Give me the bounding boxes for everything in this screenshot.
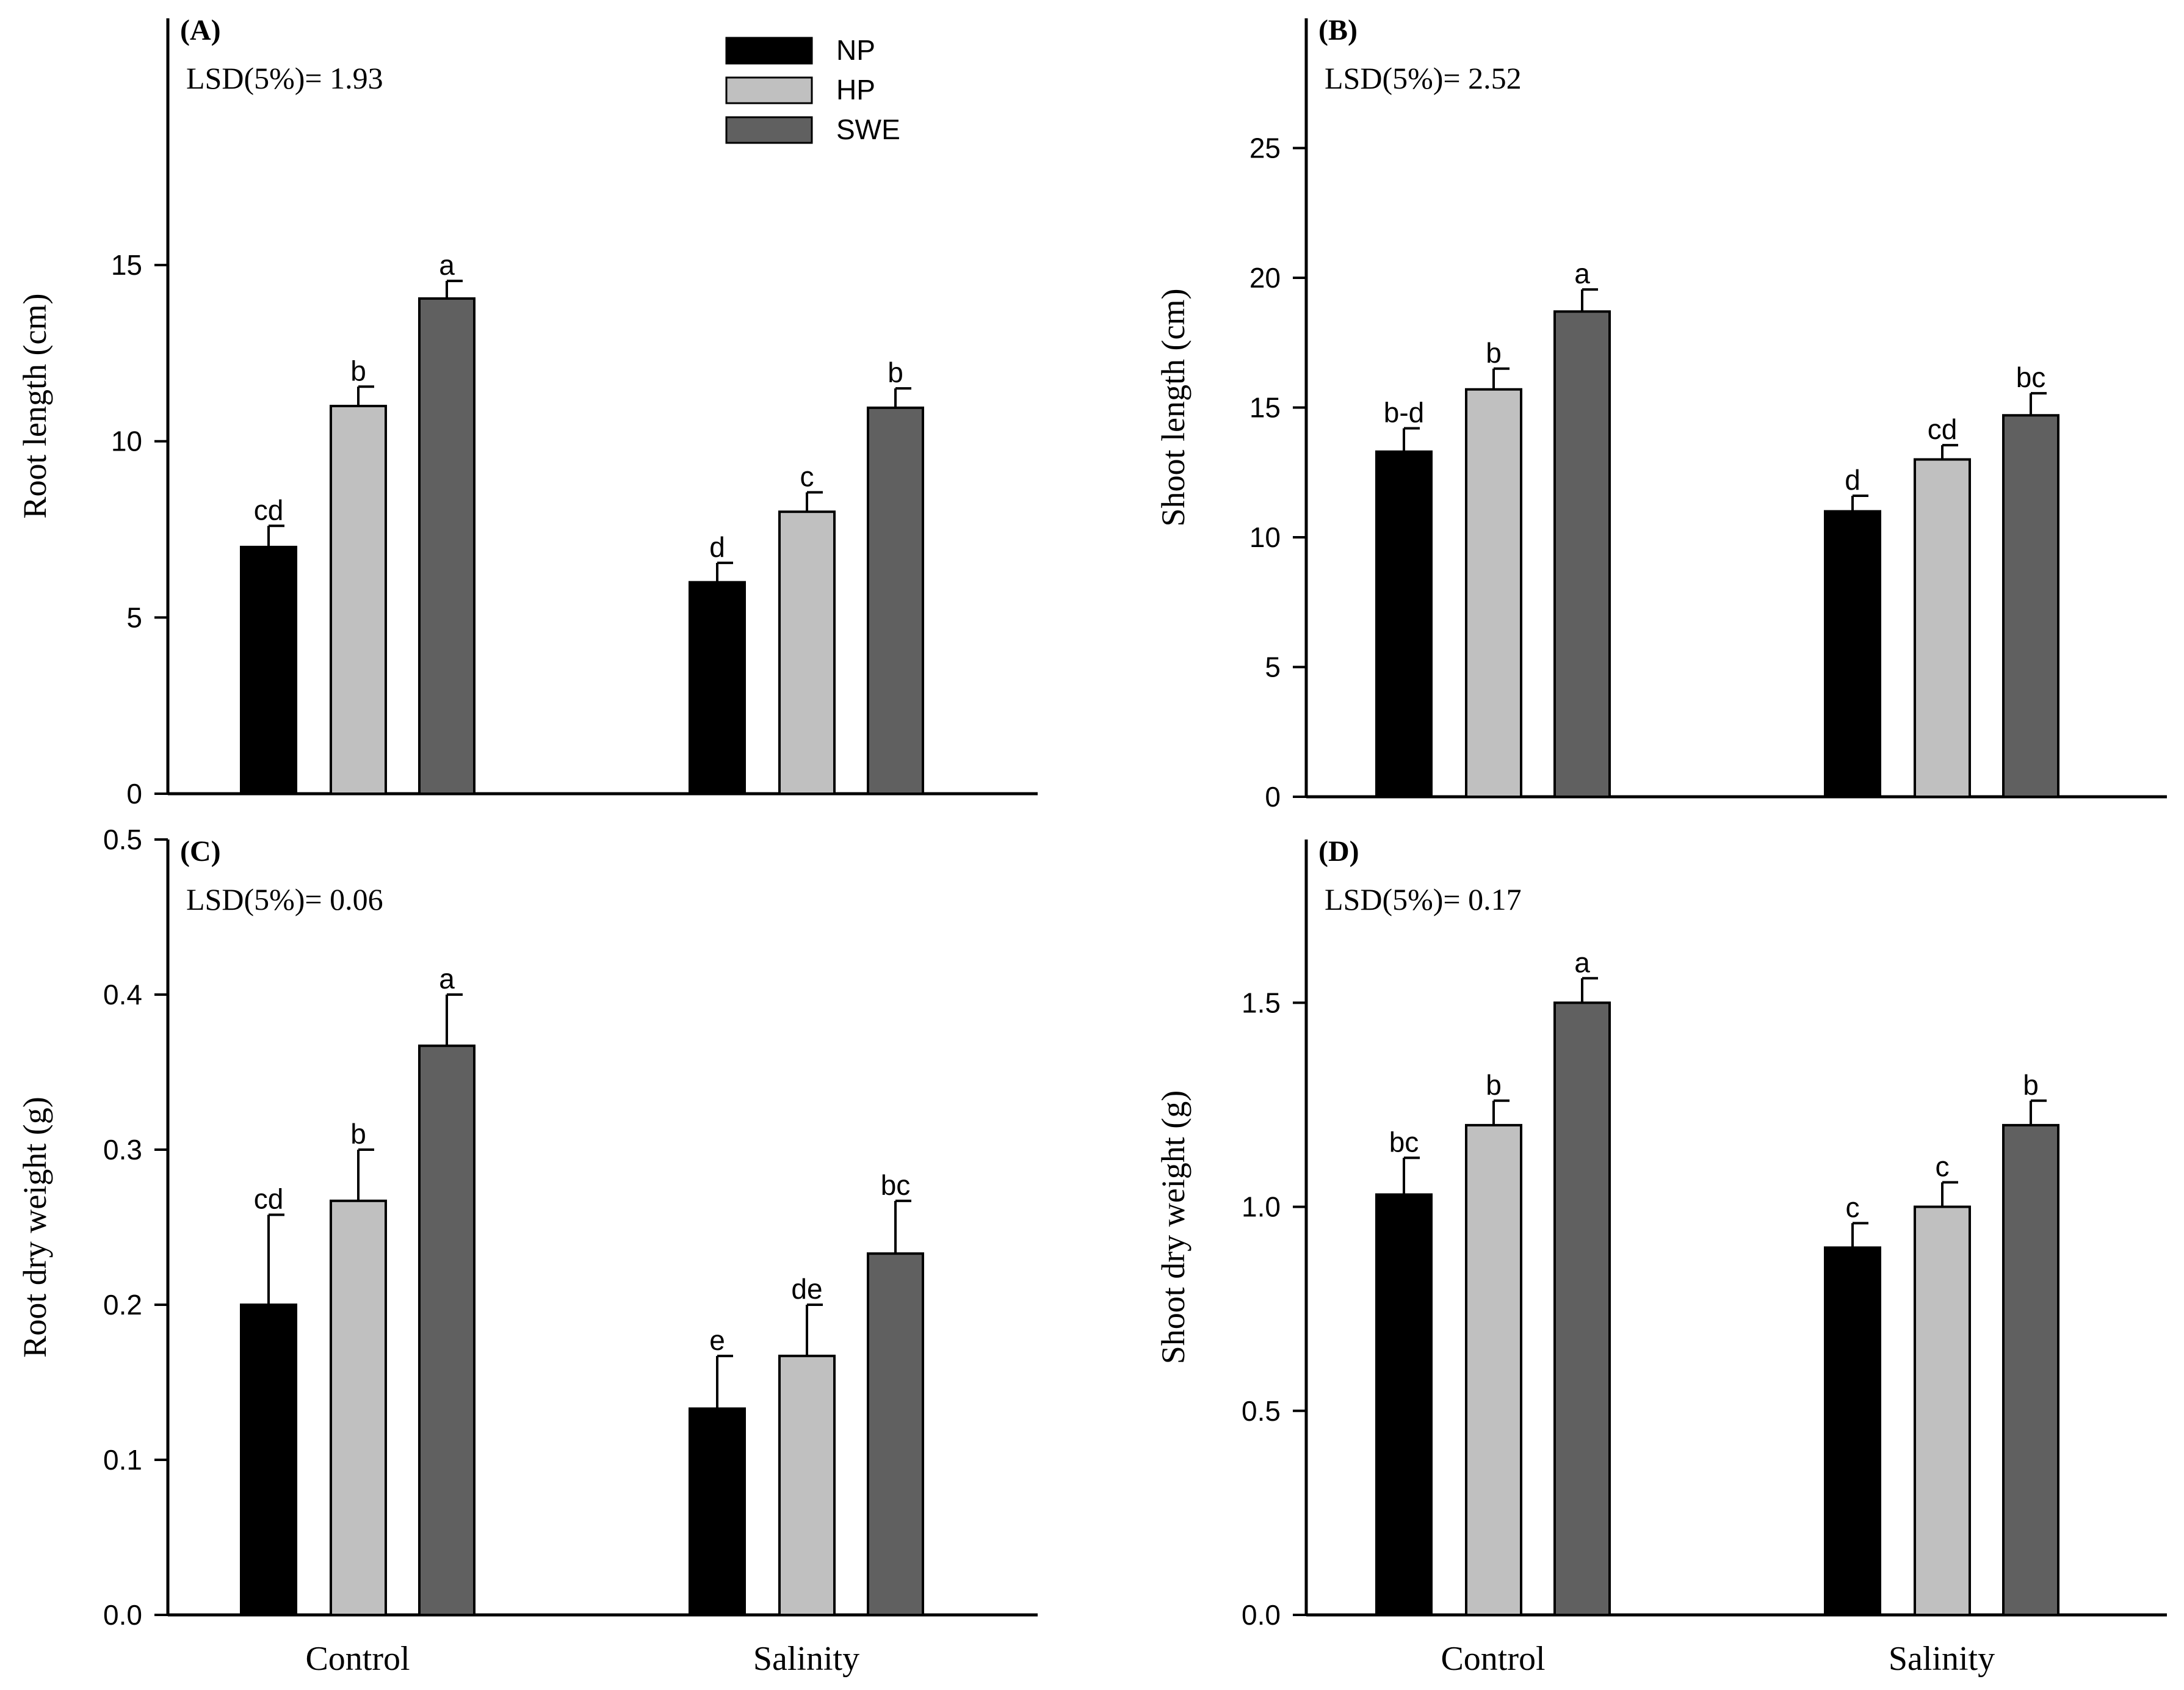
category-label-control: Control [305, 1640, 410, 1678]
category-label-salinity: Salinity [753, 1640, 859, 1678]
bar-np-salinity [689, 581, 746, 795]
legend-swatch-np [725, 37, 813, 65]
chart-panel-c: 0.0 0.1 0.2 0.3 0.4 0.5 Root dry weight (g) (C)… [16, 824, 1038, 1678]
significance-letter: b [888, 357, 903, 388]
legend-label-swe: SWE [836, 114, 900, 145]
y-tick-label: 5 [126, 601, 142, 633]
y-tick-label: 1.0 [1242, 1191, 1281, 1223]
chart-panel-d: 0.0 0.5 1.0 1.5 Shoot dry weight (g) (D) LSD(5… [1155, 835, 2167, 1678]
significance-letter: bc [881, 1169, 911, 1201]
y-tick-label: 15 [1249, 392, 1281, 424]
bar-swe-salinity [2002, 414, 2059, 798]
panel-label: (D) [1318, 835, 1359, 868]
significance-letter: cd [1928, 413, 1958, 445]
y-tick-label: 10 [1249, 521, 1281, 553]
significance-letter: b-d [1384, 397, 1424, 429]
y-tick-label: 0.3 [103, 1134, 142, 1166]
y-axis-title: Root length (cm) [16, 294, 53, 519]
panel-label: (C) [180, 835, 221, 868]
y-tick-label: 0.5 [103, 824, 142, 855]
bar-swe-control [1553, 310, 1611, 798]
y-tick-label: 25 [1249, 132, 1281, 164]
bar-np-control [240, 1304, 297, 1616]
significance-letter: bc [2016, 361, 2046, 393]
bar-hp-salinity [778, 1354, 836, 1617]
y-tick-label: 0.4 [103, 979, 142, 1010]
bar-np-control [240, 545, 297, 796]
bar-hp-salinity [778, 510, 836, 795]
bar-np-control [1375, 450, 1433, 798]
legend-label-hp: HP [836, 74, 875, 106]
y-axis-title: Shoot dry weight (g) [1155, 1090, 1191, 1364]
y-axis-title: Shoot length (cm) [1155, 289, 1191, 527]
lsd-label: LSD(5%)= 0.06 [186, 882, 383, 916]
y-tick-label: 0.2 [103, 1289, 142, 1321]
bar-np-salinity [689, 1407, 746, 1616]
y-tick-label: 10 [111, 426, 142, 457]
legend-swatch-swe [725, 116, 813, 144]
bar-hp-control [1465, 1123, 1522, 1617]
significance-letter: b [350, 355, 366, 386]
significance-letter: a [439, 963, 455, 995]
significance-letter: d [1845, 464, 1860, 496]
significance-letter: a [1574, 946, 1590, 978]
y-tick-label: 0.5 [1242, 1395, 1281, 1427]
significance-letter: cd [254, 494, 284, 526]
y-axis-title: Root dry weight (g) [16, 1097, 53, 1357]
y-tick-label: 15 [111, 249, 142, 281]
y-tick-label: 20 [1249, 262, 1281, 294]
bar-hp-control [330, 1199, 387, 1616]
significance-letter: cd [254, 1183, 284, 1215]
bar-hp-control [1465, 388, 1522, 798]
y-tick-label: 1.5 [1242, 987, 1281, 1018]
bar-hp-salinity [1914, 1205, 1971, 1617]
panel-label: (B) [1318, 14, 1358, 46]
significance-letter: a [439, 249, 455, 281]
significance-letter: c [800, 460, 814, 492]
bar-hp-salinity [1914, 458, 1971, 798]
significance-letter: de [791, 1273, 822, 1305]
y-tick-label: 5 [1265, 651, 1281, 683]
legend-label-np: NP [836, 34, 875, 66]
significance-letter: a [1574, 258, 1590, 289]
y-tick-label: 0.1 [103, 1444, 142, 1476]
significance-letter: b [1486, 337, 1502, 369]
bar-np-salinity [1824, 510, 1881, 798]
bar-swe-salinity [2002, 1123, 2059, 1617]
bar-np-control [1375, 1193, 1433, 1617]
bar-swe-salinity [867, 406, 924, 795]
chart-panel-b: 0 5 10 15 20 25 Shoot length (cm) (B) LSD(5%)= 2… [1155, 14, 2167, 813]
bar-swe-control [418, 297, 475, 795]
significance-letter: c [1846, 1191, 1860, 1223]
lsd-label: LSD(5%)= 2.52 [1325, 61, 1522, 95]
legend-swatch-hp [725, 76, 813, 104]
legend: NP HP SWE [725, 34, 900, 145]
y-tick-label: 0.0 [103, 1599, 142, 1631]
y-tick-label: 0 [126, 778, 142, 810]
lsd-label: LSD(5%)= 0.17 [1325, 882, 1522, 916]
significance-letter: bc [1389, 1126, 1419, 1158]
significance-letter: d [709, 531, 725, 563]
bar-hp-control [330, 405, 387, 795]
bar-swe-salinity [867, 1252, 924, 1616]
category-label-salinity: Salinity [1889, 1640, 1995, 1678]
bar-swe-control [1553, 1001, 1611, 1616]
significance-letter: c [1936, 1150, 1950, 1182]
panel-label: (A) [180, 14, 221, 46]
category-label-control: Control [1441, 1640, 1545, 1678]
lsd-label: LSD(5%)= 1.93 [186, 61, 383, 95]
bar-swe-control [418, 1044, 475, 1616]
significance-letter: e [709, 1324, 725, 1356]
significance-letter: b [1486, 1069, 1502, 1101]
y-tick-label: 0.0 [1242, 1599, 1281, 1631]
significance-letter: b [2023, 1069, 2039, 1101]
bar-np-salinity [1824, 1246, 1881, 1616]
y-tick-label: 0 [1265, 781, 1281, 813]
significance-letter: b [350, 1118, 366, 1150]
